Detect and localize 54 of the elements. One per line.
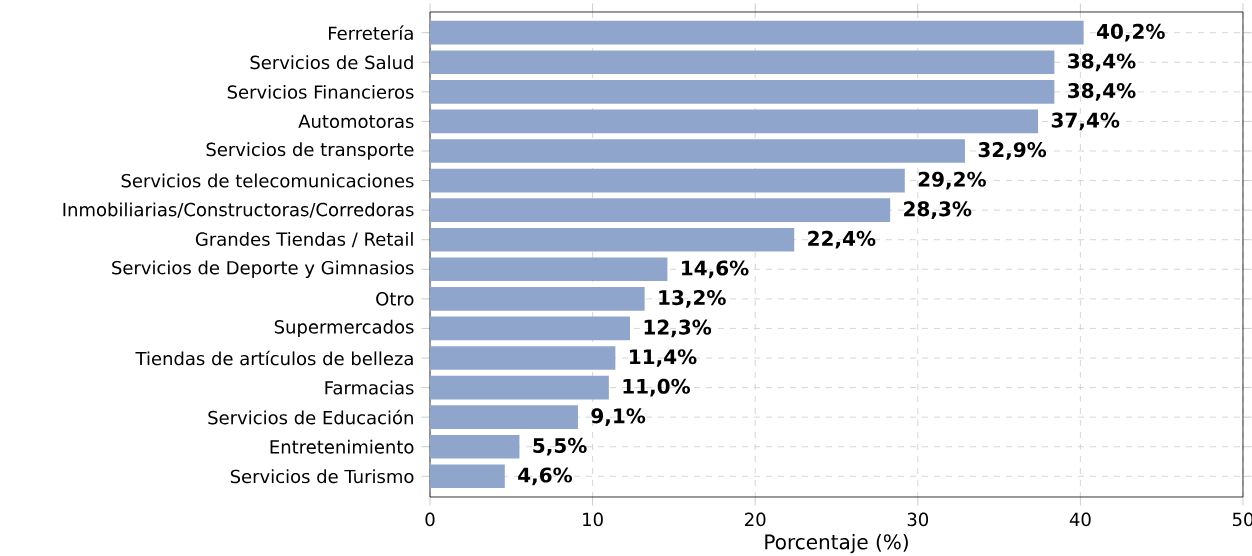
bar [430,227,795,252]
bar [430,257,668,282]
bar [430,109,1039,134]
data-label: 12,3% [644,319,712,338]
data-label: 9,1% [591,408,646,426]
bar [430,375,609,400]
data-label: 4,6% [518,467,573,486]
y-tick-label: Servicios de Educación [208,409,413,425]
data-label: 38,4% [1068,82,1136,101]
y-tick-label: Servicios de Deporte y Gimnasios [112,260,414,278]
bar [430,198,891,222]
bar [430,139,965,163]
data-label: 14,6% [682,260,749,279]
bar [430,80,1055,104]
y-tick-label: Tiendas de artículos de belleza [135,350,413,366]
y-tick-label: Otro [376,292,414,306]
x-tick-label: 10 [583,512,603,527]
bar [430,316,630,341]
bar [430,287,645,311]
y-tick-label: Ferretería [328,25,413,41]
x-tick-label: 30 [907,512,929,527]
bar [430,346,616,370]
bar [430,168,905,193]
data-label: 40,2% [1096,23,1165,42]
y-tick-label: Farmacias [325,380,414,395]
y-tick-label: Supermercados [274,319,414,338]
x-tick-label: 40 [1069,512,1091,527]
bar [430,434,520,459]
data-label: 22,4% [808,230,876,249]
bar [430,464,505,489]
y-tick-label: Entretenimiento [270,439,414,454]
x-axis-title: Porcentaje (%) [765,533,908,554]
y-tick-label: Servicios de Turismo [230,469,414,484]
y-tick-label: Servicios Financieros [227,84,414,99]
y-tick-label: Servicios de telecomunicaciones [121,173,414,188]
bar [430,50,1055,75]
data-label: 38,4% [1068,53,1136,72]
bar [430,405,578,429]
bar [430,20,1084,45]
data-label: 11,4% [630,349,697,367]
data-label: 13,2% [659,289,726,308]
y-tick-label: Servicios de transporte [206,142,414,160]
data-label: 5,5% [533,437,587,456]
y-tick-label: Servicios de Salud [250,55,413,70]
data-label: 32,9% [978,142,1047,160]
x-tick-label: 0 [425,512,435,527]
data-label: 37,4% [1051,112,1120,131]
x-tick-label: 20 [745,512,766,527]
data-label: 28,3% [904,201,972,219]
y-tick-label: Inmobiliarias/Constructoras/Corredoras [63,202,414,218]
data-label: 11,0% [623,378,691,397]
y-tick-label: Grandes Tiendas / Retail [195,232,413,248]
y-tick-label: Automotoras [298,114,414,129]
data-label: 29,2% [918,171,986,190]
